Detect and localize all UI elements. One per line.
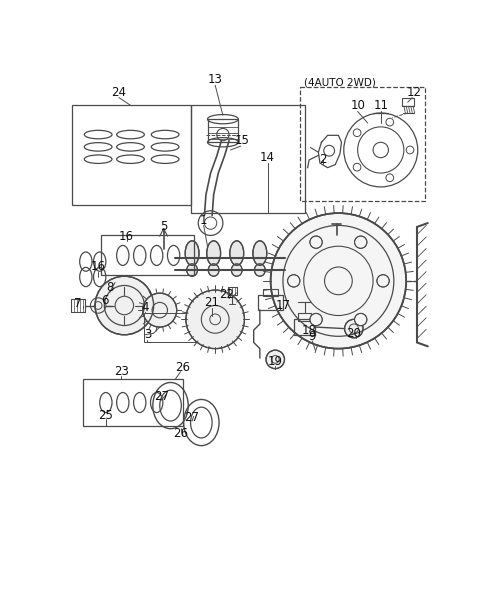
Ellipse shape [185, 241, 199, 266]
Bar [402, 98, 414, 106]
Text: 16: 16 [119, 230, 134, 243]
Bar [144, 313, 198, 342]
Text: 26: 26 [173, 427, 188, 440]
Circle shape [377, 275, 389, 287]
Circle shape [310, 236, 322, 248]
Circle shape [143, 293, 177, 327]
Ellipse shape [254, 264, 265, 276]
Circle shape [310, 313, 322, 326]
Text: 2: 2 [319, 153, 327, 166]
Text: 15: 15 [235, 134, 250, 147]
Text: 12: 12 [407, 86, 421, 98]
Text: 4: 4 [142, 302, 149, 314]
Text: 24: 24 [111, 86, 126, 98]
Text: 27: 27 [185, 412, 200, 424]
Bar [294, 319, 315, 335]
Text: (4AUTO 2WD): (4AUTO 2WD) [304, 77, 376, 87]
Circle shape [266, 350, 285, 368]
Ellipse shape [231, 264, 242, 276]
Text: 21: 21 [204, 296, 220, 309]
Circle shape [288, 275, 300, 287]
Text: 13: 13 [208, 72, 223, 86]
Text: 6: 6 [101, 294, 109, 306]
Bar [263, 289, 278, 296]
Text: 3: 3 [144, 328, 151, 341]
Text: 19: 19 [268, 355, 283, 368]
Text: 23: 23 [114, 365, 129, 378]
Circle shape [186, 290, 244, 348]
Bar [72, 105, 192, 206]
Text: 1: 1 [200, 214, 207, 227]
Circle shape [271, 213, 406, 348]
Ellipse shape [253, 241, 267, 266]
Text: 10: 10 [350, 99, 365, 112]
Text: 9: 9 [309, 330, 316, 343]
Bar [83, 379, 183, 426]
Ellipse shape [208, 264, 219, 276]
Ellipse shape [207, 241, 221, 266]
Text: 17: 17 [276, 299, 290, 312]
Ellipse shape [230, 241, 244, 266]
Text: 7: 7 [74, 297, 82, 311]
Text: 8: 8 [106, 280, 113, 294]
Text: 25: 25 [98, 409, 113, 422]
Ellipse shape [187, 264, 197, 276]
Bar [300, 87, 425, 201]
Circle shape [95, 276, 154, 335]
Bar [258, 295, 283, 310]
Bar [228, 287, 237, 295]
Text: 18: 18 [302, 325, 317, 337]
Text: 20: 20 [347, 326, 361, 340]
Text: 5: 5 [160, 221, 168, 233]
Text: 14: 14 [260, 151, 275, 164]
Text: 16: 16 [91, 260, 106, 274]
Text: 22: 22 [219, 288, 234, 301]
Bar [207, 119, 238, 142]
Circle shape [345, 319, 363, 338]
Text: 26: 26 [175, 361, 191, 373]
Circle shape [355, 236, 367, 248]
Bar [101, 235, 193, 275]
Text: 27: 27 [154, 390, 169, 403]
Bar [71, 299, 85, 312]
Circle shape [355, 313, 367, 326]
Bar [299, 313, 311, 321]
Bar [191, 105, 304, 213]
Text: 11: 11 [373, 99, 388, 112]
